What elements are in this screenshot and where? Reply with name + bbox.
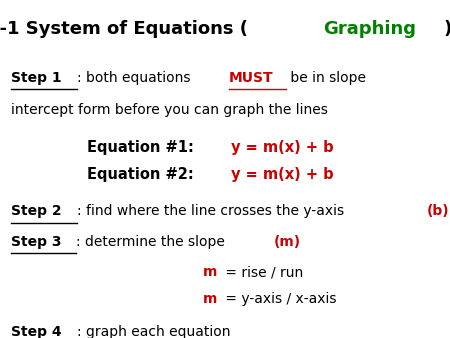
- Text: = y-axis / x-axis: = y-axis / x-axis: [221, 292, 337, 306]
- Text: m: m: [202, 265, 217, 279]
- Text: y = m(x) + b: y = m(x) + b: [231, 140, 333, 155]
- Text: Step 1: Step 1: [11, 71, 62, 85]
- Text: (b): (b): [427, 204, 450, 218]
- Text: = rise / run: = rise / run: [221, 265, 303, 279]
- Text: Equation #1:: Equation #1:: [86, 140, 198, 155]
- Text: : find where the line crosses the y-axis: : find where the line crosses the y-axis: [76, 204, 348, 218]
- Text: 6-1 System of Equations (: 6-1 System of Equations (: [0, 20, 248, 38]
- Text: intercept form before you can graph the lines: intercept form before you can graph the …: [11, 103, 328, 117]
- Text: be in slope: be in slope: [286, 71, 366, 85]
- Text: Step 3: Step 3: [11, 235, 62, 249]
- Text: m: m: [202, 292, 217, 306]
- Text: Graphing: Graphing: [324, 20, 416, 38]
- Text: ):: ):: [443, 20, 450, 38]
- Text: Equation #2:: Equation #2:: [86, 167, 198, 182]
- Text: : both equations: : both equations: [76, 71, 194, 85]
- Text: y = m(x) + b: y = m(x) + b: [231, 167, 333, 182]
- Text: Step 4: Step 4: [11, 325, 62, 338]
- Text: (m): (m): [274, 235, 302, 249]
- Text: : graph each equation: : graph each equation: [76, 325, 230, 338]
- Text: Step 2: Step 2: [11, 204, 62, 218]
- Text: MUST: MUST: [229, 71, 273, 85]
- Text: : determine the slope: : determine the slope: [76, 235, 230, 249]
